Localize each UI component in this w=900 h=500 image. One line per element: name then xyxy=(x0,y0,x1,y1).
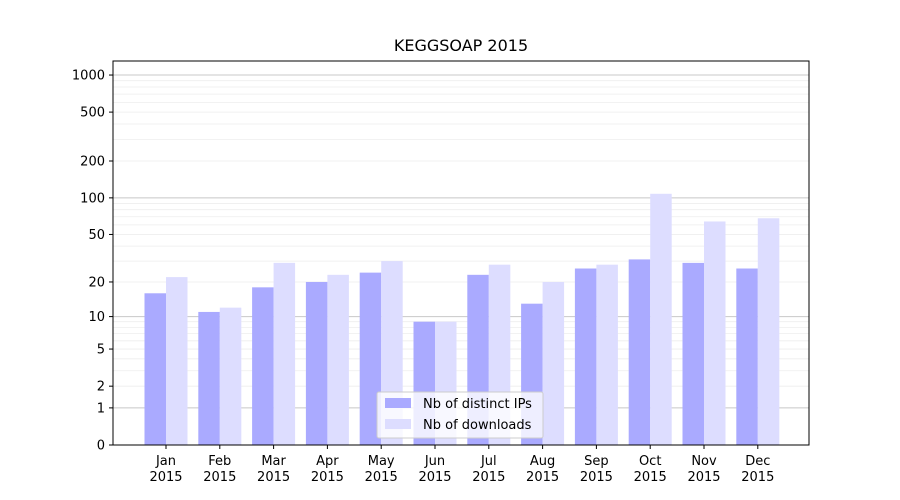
bar-downloads-nov xyxy=(704,221,726,445)
y-tick-label: 50 xyxy=(88,228,105,243)
bar-downloads-sep xyxy=(596,264,618,445)
legend-box xyxy=(376,391,544,439)
bar-distinct-ips-oct xyxy=(628,259,651,445)
bar-downloads-aug xyxy=(542,281,565,445)
x-tick-label: Jun 2015 xyxy=(418,454,451,485)
y-tick-label: 1000 xyxy=(72,69,105,84)
x-tick-label: Dec 2015 xyxy=(741,454,774,485)
y-tick-label: 2 xyxy=(97,380,105,395)
x-tick-label: Sep 2015 xyxy=(580,454,613,485)
bar-downloads-jan xyxy=(166,277,188,445)
x-tick-label: Nov 2015 xyxy=(687,454,720,485)
bar-distinct-ips-nov xyxy=(682,262,704,445)
y-tick-label: 20 xyxy=(88,275,105,290)
bar-distinct-ips-may xyxy=(359,272,382,445)
bar-downloads-apr xyxy=(327,274,349,445)
x-axis: Jan 2015 Feb 2015 Mar 2015 Apr 2015 May 2015 Jun 20… xyxy=(149,445,774,485)
legend-label-downloads: Nb of downloads xyxy=(423,418,532,433)
x-tick-label: Oct 2015 xyxy=(634,454,667,485)
bar-distinct-ips-feb xyxy=(198,311,220,445)
bar-series xyxy=(144,193,780,445)
legend-label-distinct-ips: Nb of distinct IPs xyxy=(423,397,532,412)
x-tick-label: Jul 2015 xyxy=(472,454,505,485)
bar-distinct-ips-dec xyxy=(736,268,758,445)
legend-swatch-downloads xyxy=(385,419,411,429)
y-tick-label: 500 xyxy=(80,106,105,121)
bar-distinct-ips-apr xyxy=(305,281,328,445)
y-tick-label: 0 xyxy=(97,439,105,454)
y-tick-label: 1 xyxy=(97,401,105,416)
y-tick-label: 10 xyxy=(88,310,105,325)
bar-downloads-dec xyxy=(757,218,780,445)
x-tick-label: Mar 2015 xyxy=(257,454,290,485)
x-tick-label: Apr 2015 xyxy=(311,454,344,485)
x-tick-label: Feb 2015 xyxy=(203,454,236,485)
bar-distinct-ips-jan xyxy=(144,293,166,445)
bar-distinct-ips-mar xyxy=(252,287,274,445)
x-tick-label: Aug 2015 xyxy=(526,454,559,485)
y-axis: 0 1 2 5 10 20 50 100 200 500 1000 xyxy=(72,69,113,454)
bar-distinct-ips-sep xyxy=(574,268,597,445)
bar-downloads-oct xyxy=(650,193,672,445)
plot-area-frame xyxy=(112,60,810,446)
x-tick-label: May 2015 xyxy=(365,454,398,485)
chart-title: KEGGSOAP 2015 xyxy=(394,36,528,55)
bar-downloads-feb xyxy=(219,307,242,445)
legend: Nb of distinct IPs Nb of downloads xyxy=(376,391,544,439)
bar-downloads-mar xyxy=(273,262,296,445)
legend-swatch-distinct-ips xyxy=(385,398,411,408)
y-tick-label: 100 xyxy=(80,191,105,206)
y-tick-label: 5 xyxy=(97,343,105,358)
y-tick-label: 200 xyxy=(80,155,105,170)
x-tick-label: Jan 2015 xyxy=(149,454,182,485)
